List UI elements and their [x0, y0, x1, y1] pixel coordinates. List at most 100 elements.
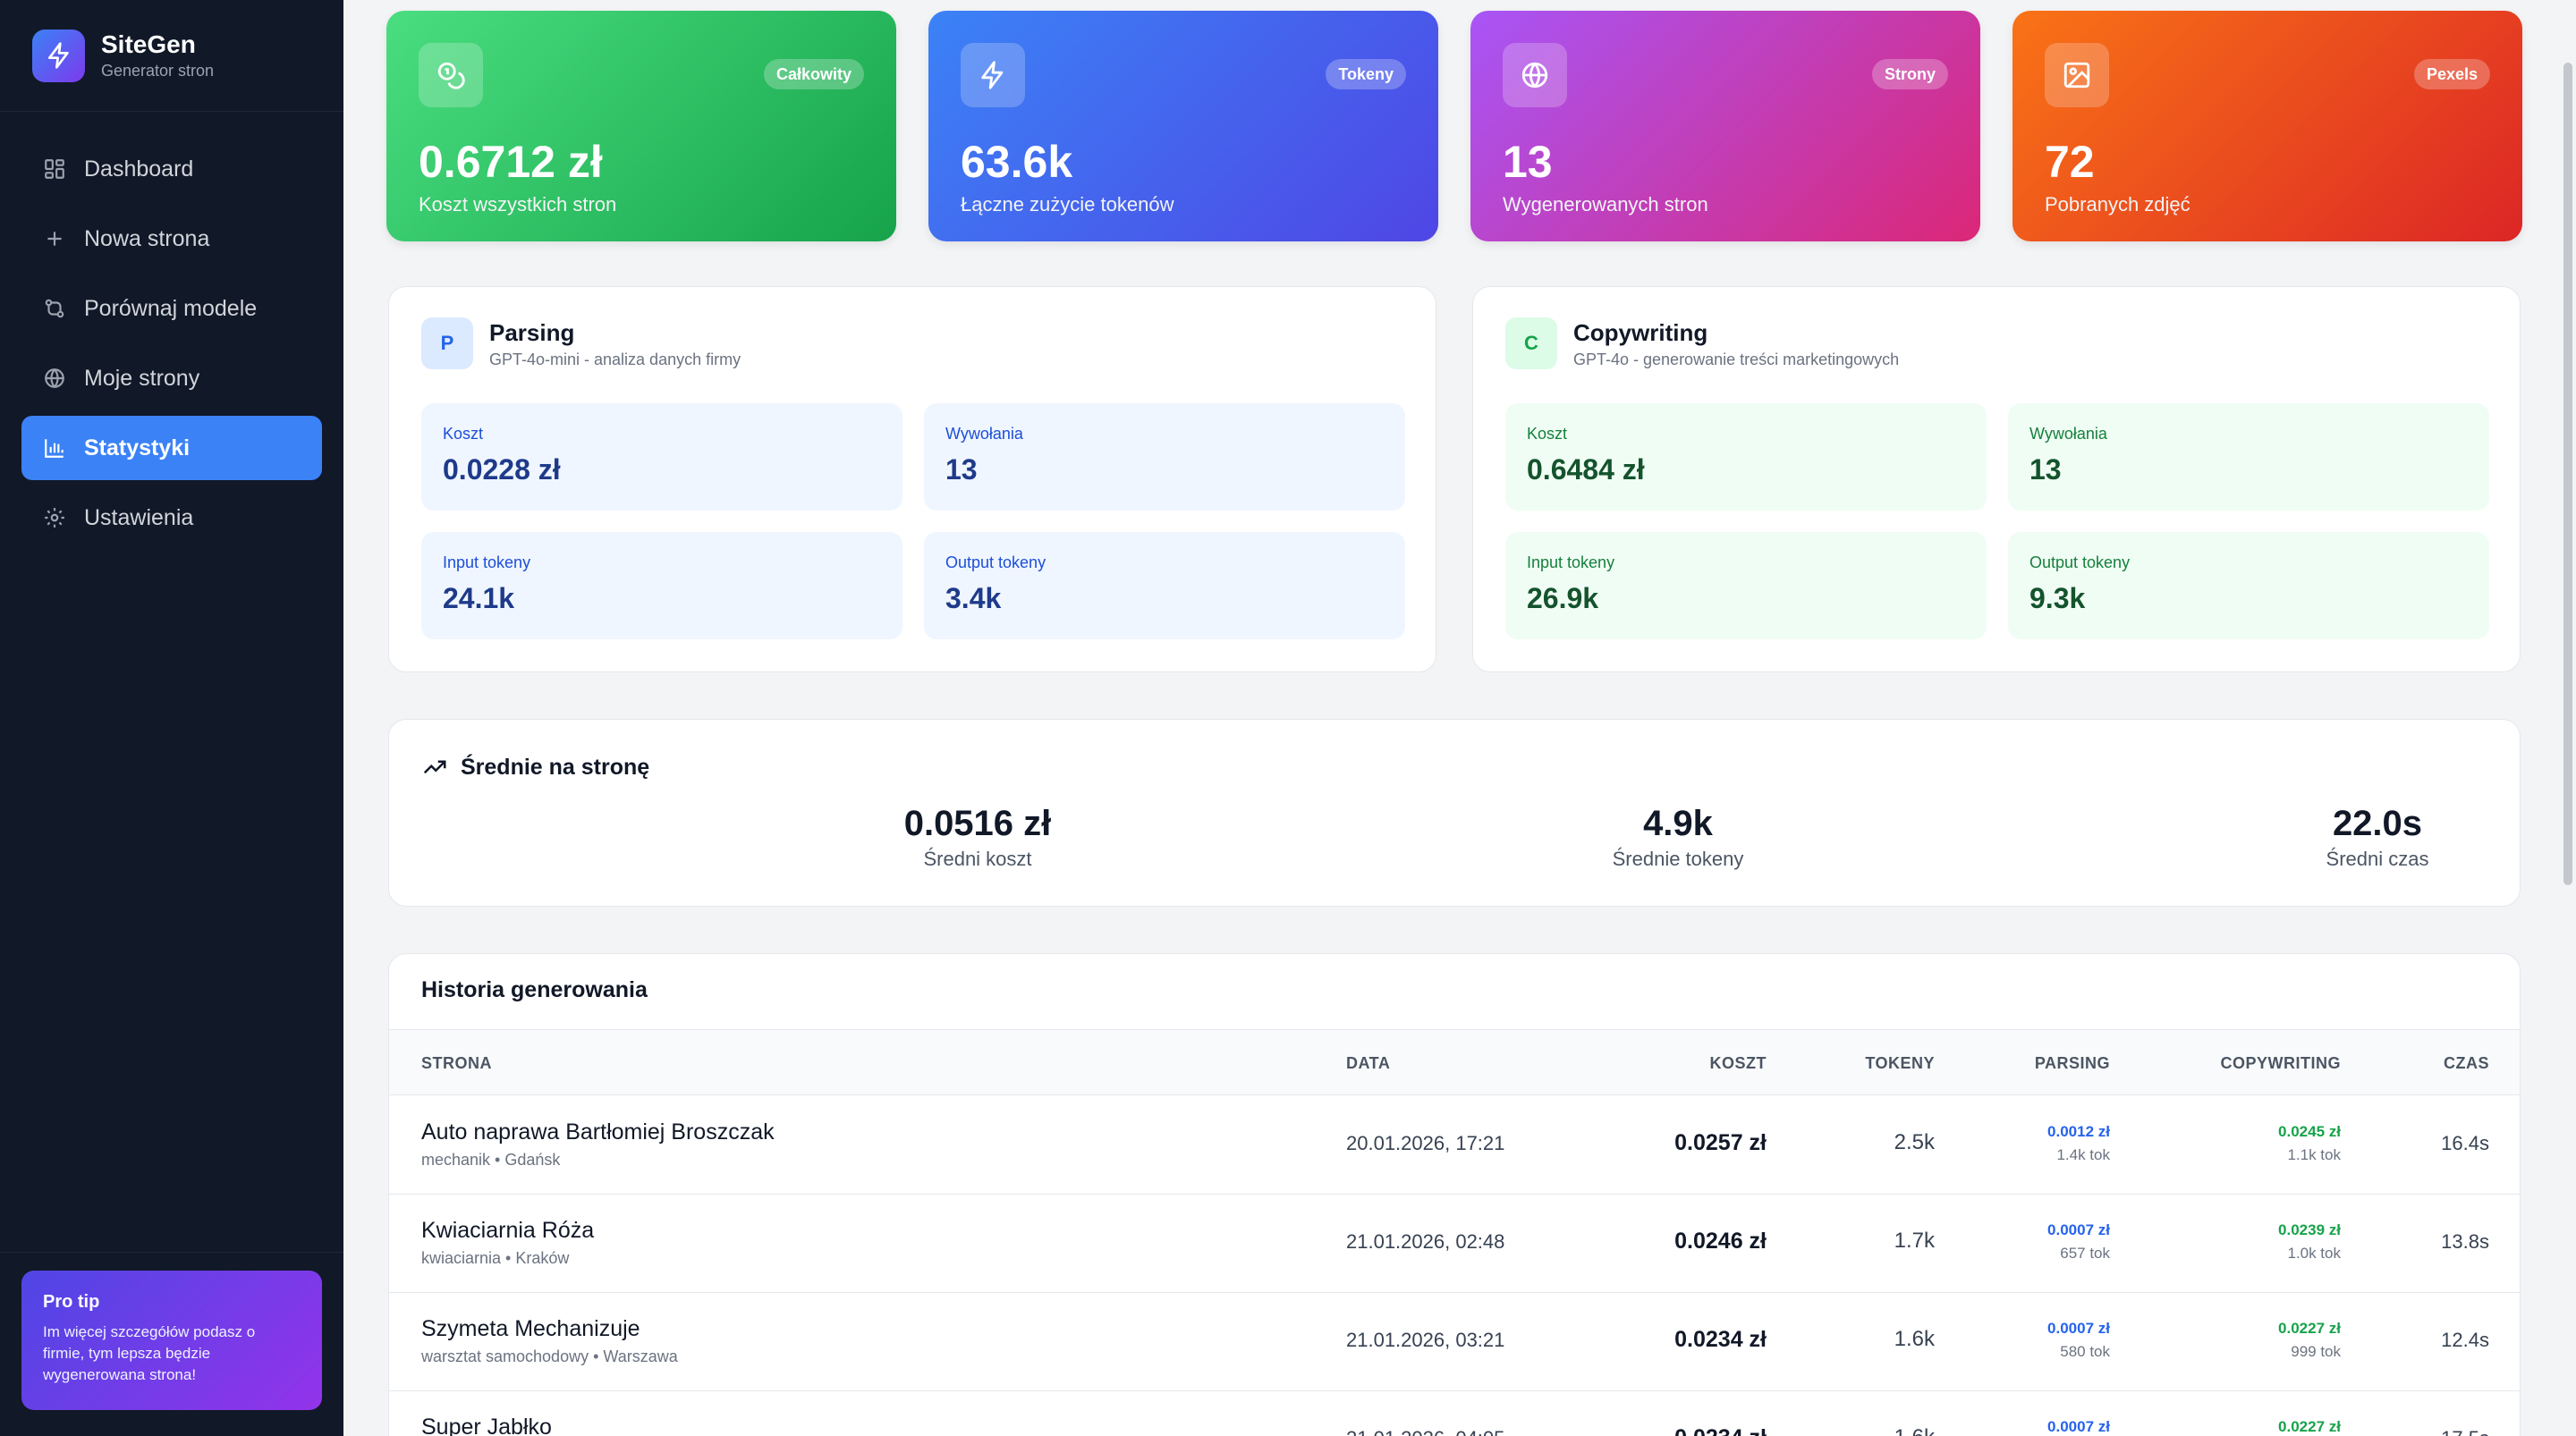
metric-label: Wywołania — [2029, 425, 2107, 443]
column-header-time[interactable]: CZAS — [2444, 1054, 2489, 1072]
site-meta: warsztat samochodowy • Warszawa — [421, 1347, 678, 1365]
average-label: Średnie tokeny — [1612, 848, 1744, 870]
row-copy-cost: 0.0227 zł — [2278, 1320, 2341, 1337]
stat-badge: Całkowity — [763, 59, 864, 89]
dashboard-icon — [41, 156, 68, 182]
history-card: Historia generowania STRONA DATA KOSZT T… — [388, 953, 2521, 1436]
row-cost: 0.0234 zł — [1674, 1425, 1767, 1436]
nav-item-settings[interactable]: Ustawienia — [21, 486, 322, 550]
scrollbar-thumb[interactable] — [2563, 63, 2572, 885]
stat-badge: Pexels — [2413, 59, 2490, 89]
metric-cost: Koszt 0.6484 zł — [1505, 403, 1987, 511]
nav-label: Statystyki — [84, 435, 191, 460]
model-avatar: P — [421, 317, 473, 369]
brand-name: SiteGen — [101, 30, 196, 58]
nav-label: Dashboard — [84, 156, 194, 182]
nav-item-new-page[interactable]: Nowa strona — [21, 207, 322, 271]
nav-label: Ustawienia — [84, 504, 194, 530]
metric-calls: Wywołania 13 — [924, 403, 1405, 511]
column-header-page[interactable]: STRONA — [421, 1054, 492, 1072]
row-parsing-cost: 0.0007 zł — [2047, 1320, 2110, 1337]
table-row[interactable]: Super Jabłko 21.01.2026, 04:05 0.0234 zł… — [389, 1391, 2520, 1436]
stat-label: Łączne zużycie tokenów — [961, 193, 1174, 215]
row-parsing-cost: 0.0007 zł — [2047, 1221, 2110, 1238]
row-copy-cost: 0.0239 zł — [2278, 1221, 2341, 1238]
stat-card-tokens: Tokeny 63.6k Łączne zużycie tokenów — [928, 11, 1438, 241]
averages-title: Średnie na stronę — [421, 754, 649, 781]
model-card-parsing: P Parsing GPT-4o-mini - analiza danych f… — [388, 286, 1436, 672]
site-meta: kwiaciarnia • Kraków — [421, 1249, 570, 1267]
metric-input-tokens: Input tokeny 24.1k — [421, 532, 902, 639]
row-date: 21.01.2026, 02:48 — [1346, 1230, 1505, 1253]
row-parsing-tokens: 657 tok — [2060, 1245, 2110, 1262]
average-value: 0.0516 zł — [903, 804, 1052, 843]
row-tokens: 1.6k — [1894, 1327, 1935, 1351]
metric-value: 24.1k — [443, 582, 515, 614]
row-copy-cost: 0.0227 zł — [2278, 1418, 2341, 1435]
pro-tip-card: Pro tip Im więcej szczegółów podasz o fi… — [21, 1271, 322, 1410]
nav-item-compare-models[interactable]: Porównaj modele — [21, 276, 322, 341]
row-parsing-tokens: 1.4k tok — [2056, 1146, 2110, 1163]
stat-card-pages: Strony 13 Wygenerowanych stron — [1470, 11, 1980, 241]
nav-item-statistics[interactable]: Statystyki — [21, 416, 322, 480]
scrollbar[interactable] — [2558, 0, 2576, 1436]
metric-value: 13 — [2029, 453, 2062, 486]
site-name: Szymeta Mechanizuje — [421, 1316, 640, 1341]
pro-tip-text: Im więcej szczegółów podasz o firmie, ty… — [43, 1323, 256, 1383]
nav-item-dashboard[interactable]: Dashboard — [21, 137, 322, 201]
brand-subtitle: Generator stron — [101, 62, 215, 80]
average-cost: 0.0516 zł Średni koszt — [799, 804, 1157, 871]
average-value: 4.9k — [1643, 804, 1713, 843]
column-header-copywriting[interactable]: COPYWRITING — [2220, 1054, 2341, 1072]
coins-icon — [419, 43, 483, 107]
main-nav: Dashboard Nowa strona Porównaj modele Mo… — [0, 137, 343, 550]
nav-label: Moje strony — [84, 365, 200, 391]
site-name: Auto naprawa Bartłomiej Broszczak — [421, 1119, 775, 1145]
row-parsing-cost: 0.0012 zł — [2047, 1123, 2110, 1140]
metric-value: 9.3k — [2029, 582, 2086, 614]
row-cost: 0.0246 zł — [1674, 1229, 1767, 1254]
column-header-tokens[interactable]: TOKENY — [1865, 1054, 1935, 1072]
averages-card: Średnie na stronę 0.0516 zł Średni koszt… — [388, 719, 2521, 907]
chart-icon — [41, 435, 68, 461]
brand[interactable]: SiteGen Generator stron — [0, 0, 343, 112]
stat-card-images: Pexels 72 Pobranych zdjęć — [2012, 11, 2522, 241]
average-label: Średni koszt — [923, 848, 1032, 870]
row-parsing-cost: 0.0007 zł — [2047, 1418, 2110, 1435]
row-time: 17.5s — [2441, 1427, 2489, 1436]
lightning-icon — [32, 29, 85, 82]
trending-up-icon — [421, 754, 448, 781]
stat-badge: Strony — [1871, 59, 1948, 89]
stat-value: 0.6712 zł — [419, 137, 603, 187]
site-name: Kwiaciarnia Róża — [421, 1218, 595, 1243]
table-row[interactable]: Szymeta Mechanizuje warsztat samochodowy… — [389, 1293, 2520, 1391]
column-header-parsing[interactable]: PARSING — [2034, 1054, 2110, 1072]
stat-value: 13 — [1503, 137, 1553, 187]
table-row[interactable]: Auto naprawa Bartłomiej Broszczak mechan… — [389, 1096, 2520, 1195]
average-time: 22.0s Średni czas — [2199, 804, 2556, 871]
model-avatar: C — [1505, 317, 1557, 369]
compare-icon — [41, 295, 68, 322]
nav-item-my-pages[interactable]: Moje strony — [21, 346, 322, 410]
table-row[interactable]: Kwiaciarnia Róża kwiaciarnia • Kraków 21… — [389, 1195, 2520, 1293]
model-card-copywriting: C Copywriting GPT-4o - generowanie treśc… — [1472, 286, 2521, 672]
row-date: 21.01.2026, 03:21 — [1346, 1329, 1505, 1351]
model-description: GPT-4o-mini - analiza danych firmy — [489, 351, 741, 368]
metric-value: 0.0228 zł — [443, 453, 561, 486]
metric-value: 0.6484 zł — [1527, 453, 1645, 486]
row-time: 16.4s — [2441, 1132, 2489, 1154]
image-icon — [2045, 43, 2109, 107]
column-header-date[interactable]: DATA — [1346, 1054, 1391, 1072]
model-name: Copywriting — [1573, 319, 1708, 346]
averages-title-text: Średnie na stronę — [461, 754, 650, 780]
row-tokens: 1.6k — [1894, 1425, 1935, 1436]
column-header-cost[interactable]: KOSZT — [1709, 1054, 1767, 1072]
metric-label: Input tokeny — [1527, 553, 1615, 571]
row-cost: 0.0234 zł — [1674, 1327, 1767, 1352]
row-copy-tokens: 999 tok — [2291, 1343, 2341, 1360]
stat-value: 72 — [2045, 137, 2095, 187]
lightning-icon — [961, 43, 1025, 107]
row-copy-tokens: 1.1k tok — [2287, 1146, 2341, 1163]
plus-icon — [41, 225, 68, 252]
average-label: Średni czas — [2326, 848, 2429, 870]
